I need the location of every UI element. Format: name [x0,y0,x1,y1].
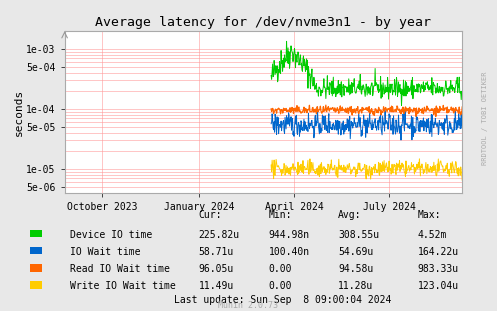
Text: 225.82u: 225.82u [199,230,240,240]
Text: 54.69u: 54.69u [338,247,373,257]
Text: 123.04u: 123.04u [417,281,459,291]
Text: 308.55u: 308.55u [338,230,379,240]
Text: Munin 2.0.73: Munin 2.0.73 [219,301,278,310]
Text: Cur:: Cur: [199,210,222,220]
Text: Avg:: Avg: [338,210,361,220]
Text: IO Wait time: IO Wait time [70,247,140,257]
Text: Last update: Sun Sep  8 09:00:04 2024: Last update: Sun Sep 8 09:00:04 2024 [174,295,391,305]
Text: 96.05u: 96.05u [199,264,234,274]
Text: Write IO Wait time: Write IO Wait time [70,281,175,291]
Text: 94.58u: 94.58u [338,264,373,274]
Text: 11.49u: 11.49u [199,281,234,291]
Text: 100.40n: 100.40n [268,247,310,257]
Text: 983.33u: 983.33u [417,264,459,274]
Text: 164.22u: 164.22u [417,247,459,257]
Text: 0.00: 0.00 [268,281,292,291]
Text: Read IO Wait time: Read IO Wait time [70,264,169,274]
Text: RRDTOOL / TOBI OETIKER: RRDTOOL / TOBI OETIKER [482,72,488,165]
Text: 944.98n: 944.98n [268,230,310,240]
Text: Device IO time: Device IO time [70,230,152,240]
Title: Average latency for /dev/nvme3n1 - by year: Average latency for /dev/nvme3n1 - by ye… [95,16,431,29]
Text: 0.00: 0.00 [268,264,292,274]
Text: 11.28u: 11.28u [338,281,373,291]
Text: Min:: Min: [268,210,292,220]
Text: Max:: Max: [417,210,441,220]
Text: 4.52m: 4.52m [417,230,447,240]
Text: 58.71u: 58.71u [199,247,234,257]
Y-axis label: seconds: seconds [13,88,23,136]
